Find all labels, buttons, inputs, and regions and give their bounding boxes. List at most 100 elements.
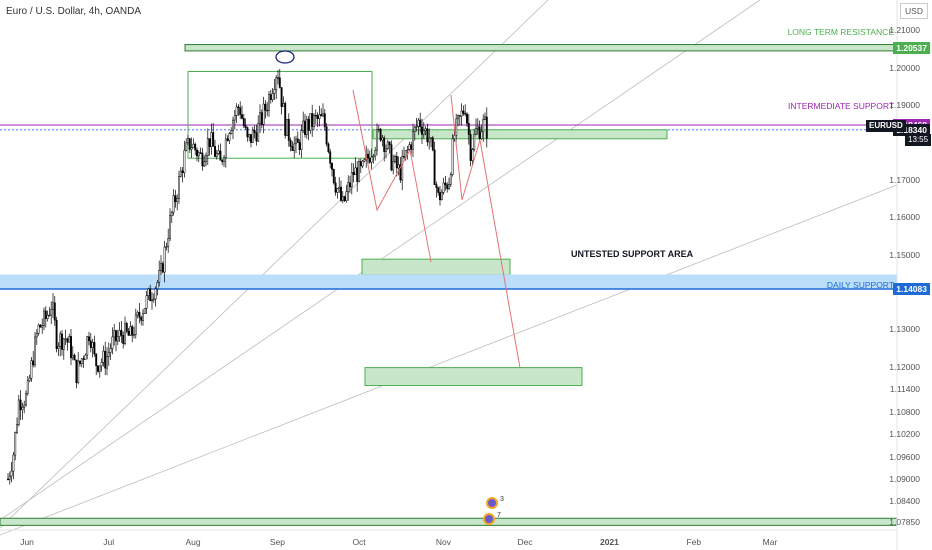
candle-body — [176, 198, 179, 202]
candle-body — [80, 358, 83, 364]
candle-body — [304, 120, 306, 135]
candle-body — [248, 134, 251, 138]
time-axis-label: Oct — [352, 537, 366, 547]
price-axis-label: 1.20000 — [889, 62, 920, 73]
candle-body — [205, 155, 207, 163]
candle-body — [397, 164, 400, 169]
candle-body — [379, 128, 382, 141]
candle-body — [151, 299, 153, 302]
candle-body — [467, 123, 470, 135]
candle-body — [217, 150, 220, 154]
candle-body — [237, 106, 240, 109]
candle-body — [165, 246, 168, 248]
candle-body — [439, 192, 441, 201]
candle-body — [163, 246, 166, 273]
ticker-label: EURUSD — [866, 120, 906, 132]
symbol-title[interactable]: Euro / U.S. Dollar, 4h, OANDA — [6, 6, 142, 17]
candle-body — [147, 288, 150, 296]
swing-high-marker — [275, 50, 295, 64]
candle-body — [471, 149, 474, 161]
price-axis-label: 1.09600 — [889, 451, 920, 462]
candle-body — [390, 144, 393, 171]
untested-support-zone — [361, 258, 511, 276]
candle-body — [322, 113, 324, 117]
candle-body — [143, 307, 146, 314]
candle-body — [30, 360, 33, 379]
time-axis-label: 2021 — [599, 537, 619, 547]
candle-body — [178, 176, 180, 199]
daily-support-label[interactable]: DAILY SUPPORT — [826, 280, 894, 290]
candle-body — [185, 142, 188, 151]
candle-body — [449, 174, 452, 185]
event-count: 3 — [500, 496, 504, 503]
candle-body — [188, 138, 191, 150]
long-term-resistance-label[interactable]: LONG TERM RESISTANCE — [787, 27, 894, 37]
candle-body — [332, 169, 335, 184]
candle-body — [473, 134, 476, 150]
candle-body — [464, 113, 467, 115]
candle-body — [367, 153, 369, 159]
time-axis-label: Jun — [20, 537, 34, 547]
candle-body — [250, 134, 252, 143]
candle-body — [437, 187, 440, 193]
candle-body — [172, 195, 175, 213]
candle-body — [424, 128, 427, 131]
candle-body — [244, 125, 247, 128]
candle-body — [116, 336, 119, 342]
candle-body — [48, 314, 51, 317]
candle-body — [430, 137, 432, 139]
candle-body — [223, 157, 225, 163]
candle-body — [280, 87, 283, 107]
projection-line — [450, 94, 481, 201]
candle-body — [174, 195, 177, 202]
candle-body — [107, 352, 110, 357]
candle-body — [336, 188, 339, 193]
currency-button[interactable]: USD — [900, 3, 928, 19]
candle-body — [79, 360, 81, 364]
candle-body — [302, 120, 305, 131]
candle-body — [246, 127, 249, 138]
candle-body — [71, 354, 74, 359]
candle-body — [286, 119, 288, 136]
candle-body — [104, 350, 107, 369]
untested-support-area-label[interactable]: UNTESTED SUPPORT AREA — [571, 249, 694, 259]
candle-body — [39, 324, 42, 328]
candle-body — [448, 184, 450, 189]
economic-event-icon[interactable] — [483, 513, 495, 525]
candle-body — [385, 148, 387, 152]
candle-body — [208, 138, 211, 148]
candle-body — [410, 144, 413, 150]
candle-body — [262, 103, 265, 125]
trend-line — [0, 184, 898, 536]
candle-body — [300, 130, 303, 150]
candle-body — [187, 138, 189, 144]
candle-body — [417, 119, 420, 127]
projection-line — [479, 139, 521, 369]
candle-body — [100, 361, 103, 367]
candle-body — [428, 138, 431, 143]
candle-body — [419, 119, 422, 128]
economic-event-icon[interactable] — [486, 497, 498, 509]
candle-body — [372, 155, 375, 158]
candle-body — [235, 106, 238, 116]
candle-body — [82, 358, 85, 360]
intermediate-support-label[interactable]: INTERMEDIATE SUPPORT — [788, 101, 894, 111]
projection-line — [352, 89, 411, 212]
candle-body — [35, 333, 38, 338]
candle-body — [264, 103, 267, 111]
candle-body — [77, 360, 80, 383]
candle-body — [111, 336, 114, 349]
candle-body — [53, 302, 56, 321]
candle-body — [241, 114, 243, 119]
candle-body — [260, 112, 263, 125]
candle-body — [7, 478, 9, 481]
candle-body — [149, 288, 152, 302]
candle-body — [316, 115, 319, 119]
candle-body — [284, 103, 287, 136]
candle-body — [325, 126, 328, 145]
candle-body — [124, 323, 126, 344]
candle-body — [287, 119, 290, 141]
candle-body — [457, 115, 459, 120]
